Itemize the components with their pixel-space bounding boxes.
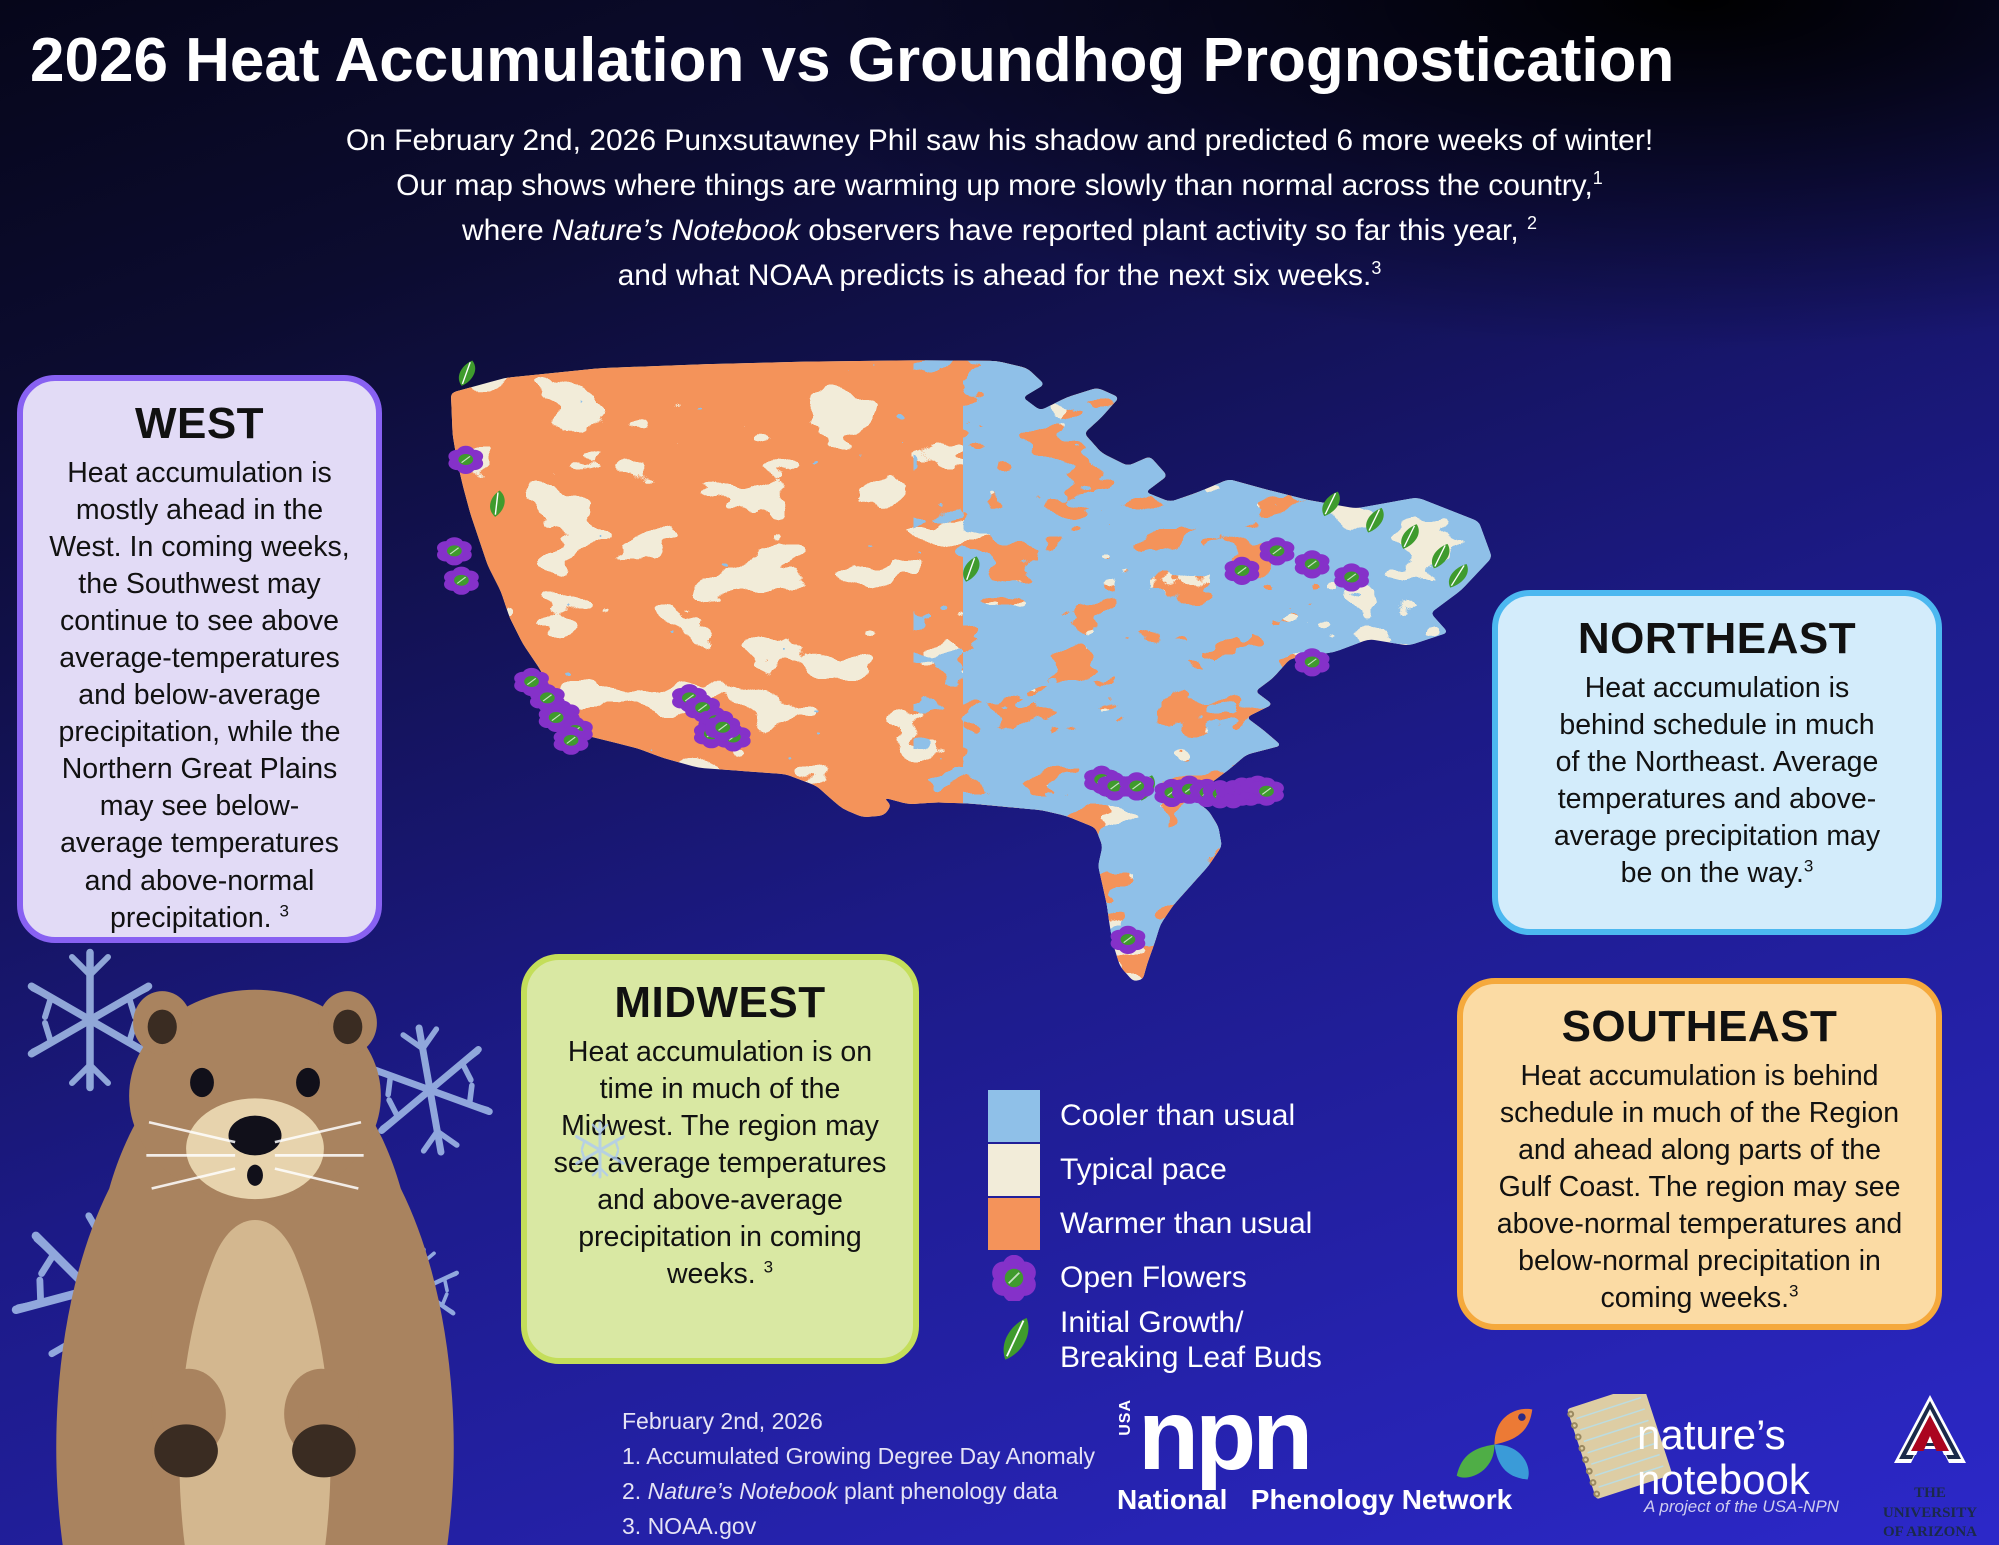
svg-text:notebook: notebook	[1637, 1456, 1811, 1503]
svg-text:A project of the USA-NPN: A project of the USA-NPN	[1643, 1497, 1840, 1516]
svg-text:nature’s: nature’s	[1637, 1411, 1786, 1458]
